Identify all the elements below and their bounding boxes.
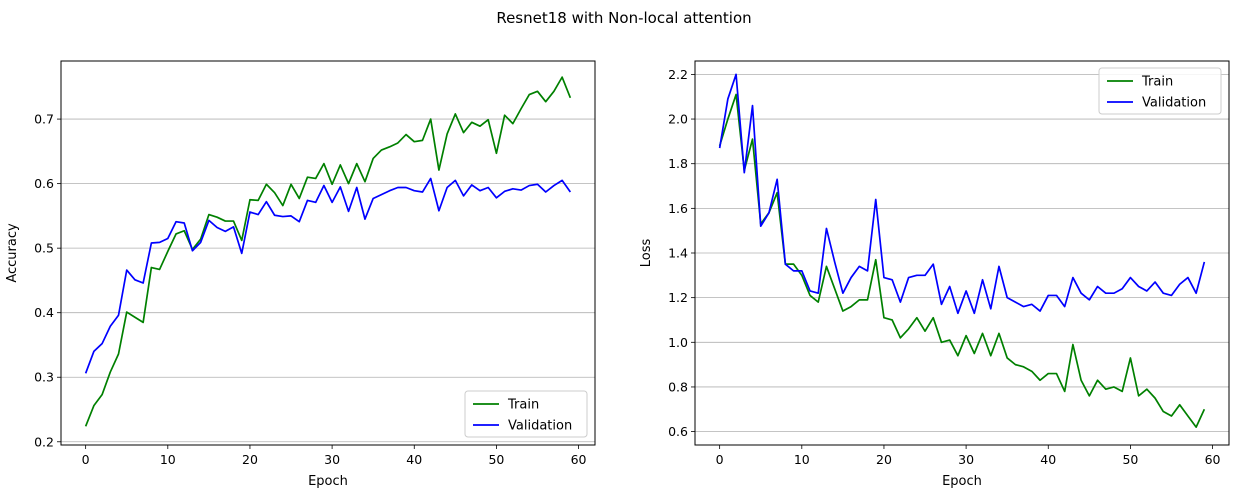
accuracy-y-tick-label: 0.6 bbox=[34, 176, 54, 191]
loss-x-tick-label: 10 bbox=[794, 452, 810, 467]
loss-y-tick-label: 1.6 bbox=[668, 201, 688, 216]
loss-y-ticks: 0.6 0.8 1.0 1.2 1.4 1.6 1.8 2.0 2.2 bbox=[668, 67, 695, 439]
accuracy-y-axis-label: Accuracy bbox=[5, 223, 20, 283]
loss-plot: 0 10 20 30 40 50 60 0.6 0.8 1.0 1.2 1.4 1.6 1.8 2.0 2.… bbox=[639, 60, 1230, 489]
accuracy-legend: Train Validation bbox=[464, 390, 588, 438]
accuracy-y-tick-label: 0.7 bbox=[34, 112, 54, 127]
loss-y-tick-label: 1.4 bbox=[668, 246, 688, 261]
loss-y-tick-label: 1.2 bbox=[668, 290, 688, 305]
loss-legend-label-validation: Validation bbox=[1142, 96, 1206, 111]
accuracy-y-ticks: 0.2 0.3 0.4 0.5 0.6 0.7 bbox=[34, 112, 61, 449]
loss-x-tick-label: 0 bbox=[716, 452, 724, 467]
loss-y-tick-label: 0.6 bbox=[668, 424, 688, 439]
accuracy-y-tick-label: 0.2 bbox=[34, 434, 54, 449]
accuracy-legend-label-train: Train bbox=[507, 398, 539, 413]
loss-x-axis-label: Epoch bbox=[942, 474, 982, 489]
loss-legend: Train Validation bbox=[1098, 67, 1222, 115]
accuracy-validation-line bbox=[84, 177, 572, 374]
loss-validation-line bbox=[718, 73, 1206, 315]
loss-y-tick-label: 0.8 bbox=[668, 379, 688, 394]
accuracy-x-tick-label: 60 bbox=[571, 452, 587, 467]
loss-train-line bbox=[718, 93, 1206, 428]
loss-x-tick-label: 20 bbox=[876, 452, 892, 467]
accuracy-y-tick-label: 0.3 bbox=[34, 370, 54, 385]
accuracy-x-tick-label: 40 bbox=[406, 452, 422, 467]
accuracy-x-tick-label: 10 bbox=[160, 452, 176, 467]
accuracy-x-tick-label: 50 bbox=[488, 452, 504, 467]
loss-grid bbox=[695, 73, 1229, 433]
loss-x-tick-label: 60 bbox=[1205, 452, 1221, 467]
accuracy-x-axis-label: Epoch bbox=[308, 474, 348, 489]
loss-x-tick-label: 50 bbox=[1122, 452, 1138, 467]
accuracy-y-tick-label: 0.4 bbox=[34, 305, 54, 320]
accuracy-x-tick-label: 20 bbox=[242, 452, 258, 467]
figure-title: Resnet18 with Non-local attention bbox=[496, 9, 751, 27]
accuracy-legend-label-validation: Validation bbox=[508, 419, 572, 434]
accuracy-y-tick-label: 0.5 bbox=[34, 241, 54, 256]
accuracy-series bbox=[84, 76, 572, 427]
accuracy-x-tick-label: 0 bbox=[82, 452, 90, 467]
accuracy-axes-frame bbox=[60, 60, 596, 446]
loss-legend-label-train: Train bbox=[1141, 75, 1173, 90]
loss-series bbox=[718, 73, 1206, 428]
loss-x-tick-label: 40 bbox=[1040, 452, 1056, 467]
loss-x-tick-label: 30 bbox=[958, 452, 974, 467]
accuracy-plot: 0 10 20 30 40 50 60 0.2 0.3 0.4 0.5 0.6 0.7 Epoch A… bbox=[5, 60, 596, 489]
accuracy-train-line bbox=[84, 76, 572, 427]
loss-y-tick-label: 1.8 bbox=[668, 156, 688, 171]
loss-y-axis-label: Loss bbox=[639, 239, 654, 268]
accuracy-x-ticks: 0 10 20 30 40 50 60 bbox=[82, 445, 587, 467]
accuracy-x-tick-label: 30 bbox=[324, 452, 340, 467]
loss-y-tick-label: 2.0 bbox=[668, 112, 688, 127]
loss-y-tick-label: 1.0 bbox=[668, 335, 688, 350]
loss-x-ticks: 0 10 20 30 40 50 60 bbox=[716, 445, 1221, 467]
loss-y-tick-label: 2.2 bbox=[668, 67, 688, 82]
